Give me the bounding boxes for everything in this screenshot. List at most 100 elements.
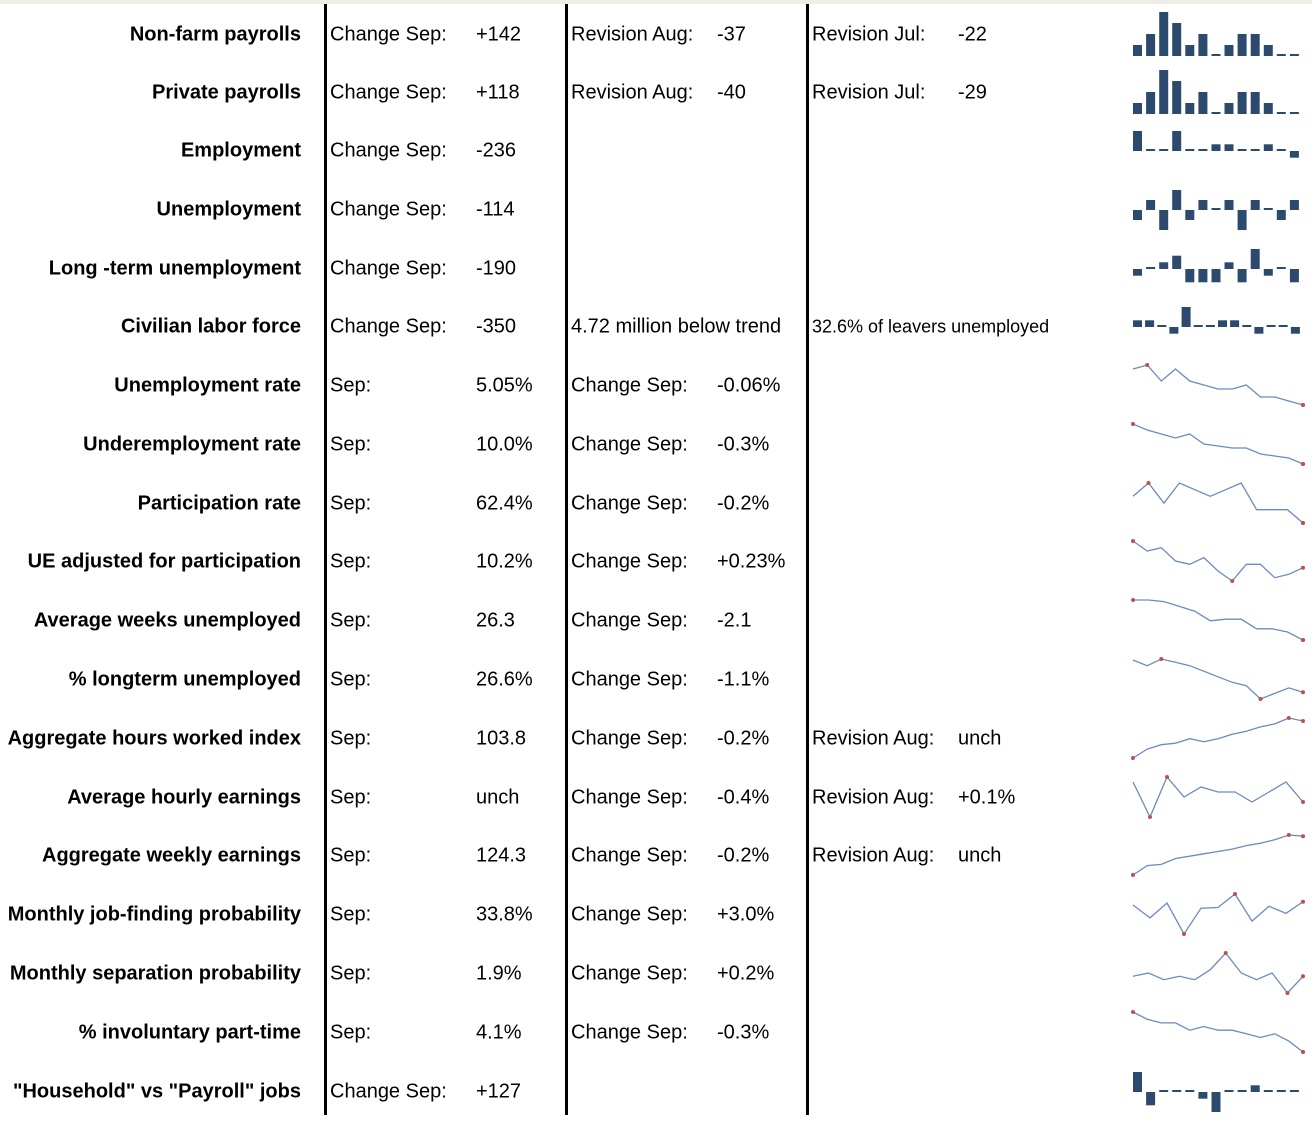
- spark-point: [1301, 1050, 1305, 1054]
- sparkline: [1133, 249, 1299, 283]
- spark-bar: [1250, 149, 1260, 151]
- col2-value: +0.23%: [717, 550, 786, 573]
- spark-bar: [1237, 149, 1247, 151]
- spark-bar: [1205, 325, 1215, 327]
- table-row: Private payrolls Change Sep: +118 Revision …: [0, 64, 1312, 122]
- spark-bar: [1133, 320, 1142, 327]
- spark-bar: [1266, 325, 1276, 327]
- col2-value: -0.06%: [717, 374, 781, 397]
- sparkline: [1133, 1072, 1299, 1112]
- spark-bar: [1250, 200, 1260, 210]
- col1-caption: Change Sep:: [330, 23, 447, 46]
- col1-caption: Change Sep:: [330, 81, 447, 104]
- col3-value: -29: [958, 81, 987, 104]
- row-label: Average weeks unemployed: [33, 609, 301, 632]
- sparkline: [1132, 363, 1305, 407]
- sparkline: [1133, 190, 1299, 230]
- sparkline: [1132, 481, 1305, 525]
- spark-point: [1131, 873, 1135, 877]
- spark-bar: [1289, 151, 1299, 158]
- spark-bar: [1159, 149, 1169, 151]
- spark-bar: [1172, 23, 1182, 56]
- row-label: Long -term unemployment: [48, 257, 301, 280]
- spark-line: [1132, 717, 1304, 759]
- spark-line: [1133, 599, 1304, 641]
- spark-point: [1223, 951, 1228, 955]
- column-divider: [806, 4, 809, 1115]
- spark-point: [1145, 363, 1150, 367]
- col1-value: +127: [476, 1080, 522, 1103]
- col2-caption: Change Sep:: [571, 668, 688, 691]
- spark-bar: [1211, 269, 1221, 283]
- row-label: "Household" vs "Payroll" jobs: [13, 1080, 301, 1103]
- spark-bar: [1276, 149, 1286, 151]
- spark-point: [1159, 657, 1164, 661]
- row-label: Average hourly earnings: [67, 786, 301, 809]
- row-label: Employment: [180, 139, 301, 162]
- spark-bar: [1159, 70, 1169, 114]
- col1-caption: Sep:: [330, 903, 372, 926]
- col1-caption: Sep:: [330, 786, 372, 809]
- spark-bar: [1133, 210, 1142, 220]
- spark-bar: [1254, 327, 1264, 334]
- spark-line: [1132, 364, 1304, 406]
- spark-bar: [1185, 210, 1195, 220]
- col3-value: unch: [958, 727, 1002, 750]
- spark-bar: [1211, 144, 1221, 151]
- spark-bar: [1198, 34, 1208, 56]
- col1-value: 26.6%: [476, 668, 533, 691]
- col2-value: -0.3%: [717, 433, 770, 456]
- spark-point: [1182, 932, 1186, 936]
- row-label: Aggregate weekly earnings: [42, 844, 301, 867]
- spark-bar: [1237, 1090, 1247, 1092]
- spark-bar: [1211, 54, 1221, 56]
- spark-bar: [1289, 54, 1299, 56]
- spark-bar: [1250, 92, 1260, 114]
- spark-bar: [1289, 200, 1299, 210]
- row-label: Private payrolls: [152, 81, 301, 104]
- spark-line: [1132, 482, 1304, 524]
- spark-point: [1131, 756, 1135, 760]
- spark-line: [1132, 658, 1304, 700]
- table-row: "Household" vs "Payroll" jobs Change Sep:…: [0, 1063, 1312, 1121]
- col1-value: +118: [476, 81, 520, 104]
- spark-bar: [1278, 325, 1288, 327]
- spark-bar: [1237, 269, 1247, 283]
- spark-line: [1132, 893, 1304, 936]
- sparkline: [1133, 12, 1299, 56]
- spark-bar: [1224, 45, 1234, 56]
- spark-bar: [1198, 149, 1208, 151]
- col2-caption: Change Sep:: [571, 374, 688, 397]
- spark-point: [1301, 565, 1305, 570]
- col2-caption: Change Sep:: [571, 786, 688, 809]
- col2-value: -1.1%: [717, 668, 770, 691]
- spark-point: [1131, 1010, 1135, 1014]
- col2-value: -0.3%: [717, 1021, 770, 1044]
- spark-bar: [1172, 190, 1182, 210]
- col1-caption: Sep:: [330, 492, 372, 515]
- col2-value: -0.2%: [717, 727, 770, 750]
- table-row: Aggregate weekly earnings Sep: 124.3 Change…: [0, 827, 1312, 885]
- table-row: Underemployment rate Sep: 10.0% Change Sep:…: [0, 416, 1312, 474]
- col2-value: -0.2%: [717, 492, 770, 515]
- spark-bar: [1289, 269, 1299, 283]
- row-label: UE adjusted for participation: [27, 550, 301, 573]
- spark-bar: [1218, 320, 1227, 327]
- sparkline: [1131, 422, 1305, 466]
- sparkline: [1131, 539, 1305, 583]
- table-row: Average hourly earnings Sep: unch Change Se…: [0, 769, 1312, 827]
- table-row: Participation rate Sep: 62.4% Change Sep: -0…: [0, 475, 1312, 533]
- col1-caption: Change Sep:: [330, 198, 447, 221]
- spark-point: [1286, 716, 1291, 720]
- col3-caption: Revision Jul:: [812, 23, 926, 46]
- spark-bar: [1224, 1090, 1234, 1092]
- col1-value: -236: [476, 139, 517, 162]
- col2-caption: Revision Aug:: [571, 23, 694, 46]
- row-label: Underemployment rate: [83, 433, 301, 456]
- spark-point: [1146, 481, 1151, 485]
- spark-bar: [1263, 1090, 1273, 1092]
- spark-bar: [1185, 269, 1195, 283]
- table-row: Monthly separation probability Sep: 1.9% Ch…: [0, 945, 1312, 1003]
- spark-point: [1131, 539, 1135, 543]
- spark-bar: [1250, 34, 1260, 56]
